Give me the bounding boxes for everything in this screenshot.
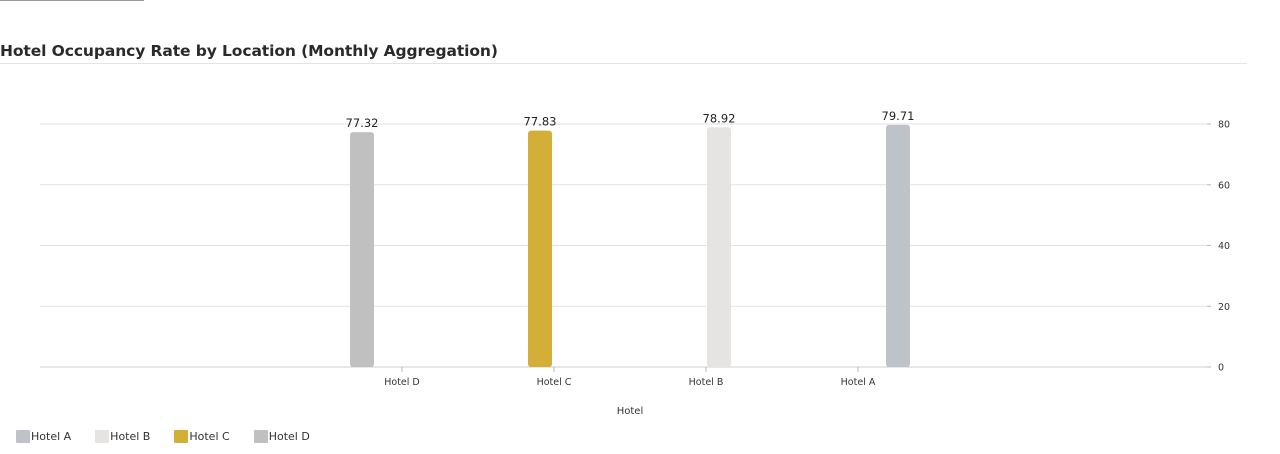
bar-hotel-b[interactable]: [707, 127, 731, 367]
y-tick-label: 20: [1218, 302, 1230, 313]
gridlines: [40, 123, 1207, 368]
y-tick-label: 40: [1218, 241, 1230, 252]
legend-label-hotel-b: Hotel B: [110, 430, 151, 443]
title-divider: [0, 63, 1247, 64]
legend-item-hotel-d[interactable]: Hotel D: [253, 430, 310, 443]
legend-label-hotel-a: Hotel A: [31, 430, 72, 443]
x-tick-label: Hotel C: [537, 377, 572, 388]
bar-value-label: 77.83: [524, 115, 557, 129]
y-axis-ticks: 0 20 40 60 80: [1207, 120, 1230, 374]
bar-hotel-a[interactable]: [886, 124, 910, 367]
legend-item-hotel-a[interactable]: Hotel A: [16, 430, 71, 443]
x-tick-label: Hotel B: [689, 377, 724, 388]
bar-hotel-d[interactable]: [350, 132, 374, 367]
x-axis-label: Hotel: [617, 406, 644, 417]
legend-label-hotel-d: Hotel D: [268, 430, 310, 443]
bars: 77.32 77.83 78.92 79.71: [346, 109, 915, 367]
bar-value-label: 77.32: [346, 116, 379, 130]
legend-label-hotel-c: Hotel C: [189, 430, 230, 443]
legend-swatch-hotel-b: [95, 430, 110, 443]
legend-item-hotel-c[interactable]: Hotel C: [174, 430, 230, 443]
x-tick-label: Hotel A: [841, 377, 876, 388]
y-tick-label: 80: [1218, 120, 1230, 131]
legend-swatch-hotel-a: [16, 430, 30, 443]
legend-swatch-hotel-d: [253, 430, 268, 443]
legend: Hotel A Hotel B Hotel C Hotel D: [16, 430, 310, 443]
top-divider: [0, 0, 144, 1]
bar-hotel-c[interactable]: [528, 130, 552, 367]
legend-item-hotel-b[interactable]: Hotel B: [95, 430, 150, 443]
x-axis-ticks: Hotel D Hotel C Hotel B Hotel A: [384, 367, 876, 388]
y-tick-label: 60: [1218, 180, 1230, 191]
x-tick-label: Hotel D: [384, 377, 420, 388]
bar-value-label: 79.71: [882, 109, 915, 123]
y-tick-label: 0: [1218, 363, 1224, 374]
legend-swatch-hotel-c: [174, 430, 189, 443]
chart-title: Hotel Occupancy Rate by Location (Monthl…: [0, 42, 498, 60]
bar-value-label: 78.92: [703, 111, 736, 125]
